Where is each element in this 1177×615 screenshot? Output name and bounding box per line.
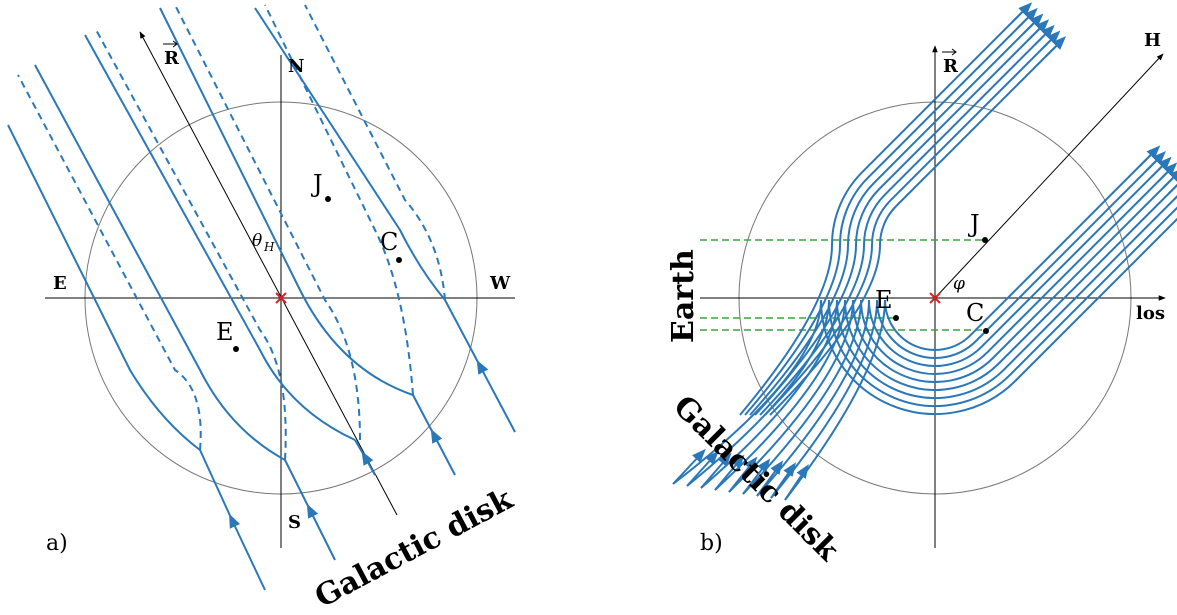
field-line bbox=[759, 34, 1046, 416]
point bbox=[325, 196, 331, 202]
field-line bbox=[770, 160, 1157, 499]
field-line bbox=[686, 450, 719, 487]
south-label: S bbox=[288, 512, 301, 533]
origin bbox=[275, 292, 287, 304]
field-line bbox=[742, 171, 1169, 495]
field-line bbox=[742, 458, 771, 495]
vector-arrow bbox=[942, 48, 957, 56]
vector-label: R bbox=[943, 56, 959, 77]
point-label: C bbox=[966, 299, 984, 327]
field-line bbox=[744, 17, 1029, 416]
field-line bbox=[754, 28, 1040, 416]
field-line bbox=[756, 460, 784, 497]
panel-label: a) bbox=[46, 531, 68, 556]
field-line bbox=[714, 454, 745, 491]
east-label: E bbox=[53, 273, 67, 294]
field-lines bbox=[7, 4, 516, 591]
h-label: H bbox=[1144, 30, 1161, 51]
field-line bbox=[728, 177, 1174, 493]
angle-symbol: φ bbox=[953, 274, 965, 294]
point bbox=[893, 315, 899, 321]
field-lines bbox=[672, 2, 1177, 501]
point-label: C bbox=[380, 228, 398, 256]
vector-arrow bbox=[163, 40, 178, 48]
point-label: J bbox=[310, 170, 323, 198]
angle-symbol: θ bbox=[252, 231, 262, 251]
field-line bbox=[1011, 2, 1033, 23]
field-line bbox=[756, 165, 1163, 497]
field-line bbox=[764, 39, 1052, 416]
field-line bbox=[672, 448, 706, 485]
field-line bbox=[700, 452, 732, 489]
earth-label: Earth bbox=[666, 249, 701, 343]
point-label: E bbox=[875, 286, 893, 314]
field-line bbox=[1167, 173, 1177, 195]
field-line bbox=[749, 22, 1035, 416]
field-line bbox=[714, 183, 1177, 491]
point bbox=[983, 328, 989, 334]
panel-b: R H los J C E φ Earth b) Galactic disk bbox=[666, 2, 1177, 569]
disk-label: Galactic disk bbox=[309, 481, 519, 615]
field-line bbox=[784, 154, 1152, 501]
point-label: J bbox=[967, 210, 980, 238]
panel-a: R N S E W J C E θ H a) Galactic disk bbox=[7, 4, 519, 615]
origin bbox=[929, 292, 941, 304]
point bbox=[982, 237, 988, 243]
field-line bbox=[700, 195, 1177, 489]
west-label: W bbox=[489, 273, 511, 294]
field-line bbox=[769, 45, 1057, 416]
point bbox=[396, 257, 402, 263]
field-line bbox=[739, 11, 1023, 416]
field-line bbox=[728, 456, 758, 493]
field-line bbox=[686, 206, 1177, 487]
field-line bbox=[770, 462, 797, 499]
field-line bbox=[784, 464, 809, 501]
point-label: E bbox=[216, 318, 234, 346]
angle-subscript: H bbox=[263, 240, 275, 254]
vector-label: R bbox=[164, 48, 180, 69]
field-line bbox=[672, 217, 1177, 485]
north-label: N bbox=[288, 56, 304, 77]
los-label: los bbox=[1136, 303, 1165, 324]
r-axis bbox=[139, 31, 398, 516]
point bbox=[233, 346, 239, 352]
panel-label: b) bbox=[700, 531, 723, 556]
h-axis bbox=[934, 53, 1164, 299]
